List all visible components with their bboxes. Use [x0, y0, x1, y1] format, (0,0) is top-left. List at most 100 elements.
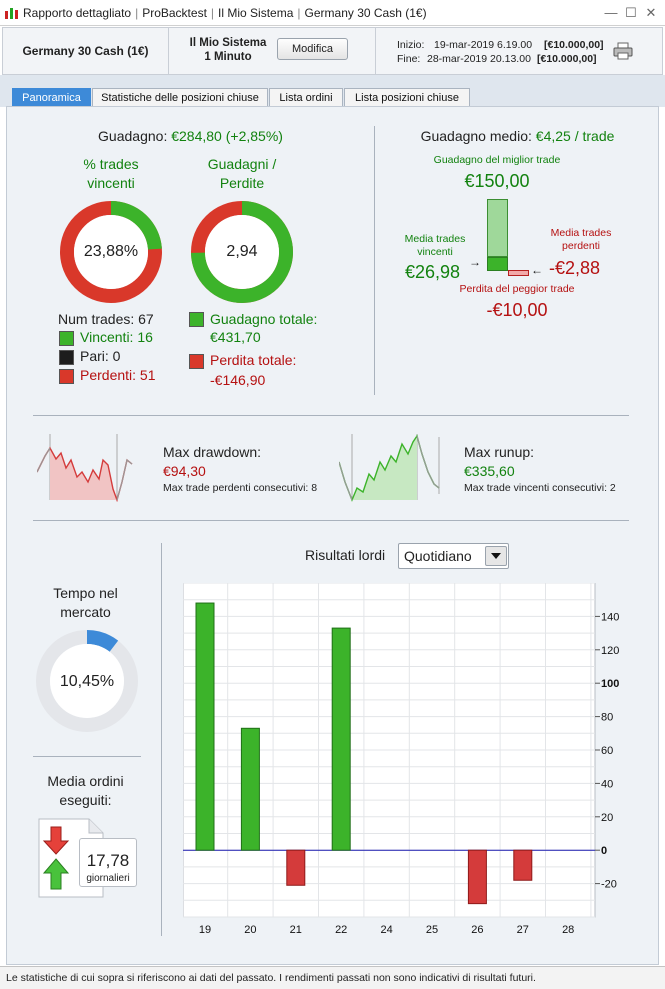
start-capital: [€10.000,00]: [544, 39, 604, 51]
win-pct-donut: [60, 201, 162, 303]
num-trades: Num trades: 67: [58, 311, 154, 327]
total-loss-label: Perdita totale:: [210, 352, 297, 368]
tab-closed-stats[interactable]: Statistiche delle posizioni chiuse: [92, 88, 268, 107]
drawdown-sparkline: [37, 434, 133, 502]
max-winning-streak: Max trade vincenti consecutivi: 2: [464, 482, 616, 494]
panel-divider: [374, 126, 375, 395]
avg-gain-summary: Guadagno medio: €4,25 / trade: [375, 128, 660, 144]
total-gain-swatch: [189, 312, 204, 327]
x-tick-label: 19: [199, 924, 211, 936]
y-tick-label: 40: [601, 778, 613, 790]
overview-panel: Guadagno: €284,80 (+2,85%) % trades vinc…: [6, 106, 659, 965]
start-date: 19-mar-2019 6.19.00: [434, 39, 533, 51]
max-drawdown-value: €94,30: [163, 463, 206, 479]
y-tick-label: 100: [601, 678, 619, 690]
gain-value: €284,80 (+2,85%): [171, 128, 283, 144]
end-date: 28-mar-2019 20.13.00: [427, 53, 531, 65]
report-header: Germany 30 Cash (1€) Il Mio Sistema 1 Mi…: [2, 27, 663, 75]
y-tick-label: 20: [601, 812, 613, 824]
losers-swatch: [59, 369, 74, 384]
total-loss-swatch: [189, 354, 204, 369]
y-tick-label: -20: [601, 879, 617, 891]
avg-orders-box: [79, 838, 137, 887]
time-in-market-title-2: mercato: [60, 604, 111, 620]
best-trade-bar: [487, 199, 508, 257]
win-pct-title-2: vincenti: [87, 175, 135, 191]
tab-overview[interactable]: Panoramica: [12, 88, 91, 107]
y-tick-label: 120: [601, 645, 619, 657]
title-item-instrument: Germany 30 Cash (1€): [304, 5, 427, 20]
winners-swatch: [59, 331, 74, 346]
time-in-market-donut: [36, 630, 138, 732]
avg-win-bar: [487, 257, 508, 271]
total-gain-value: €431,70: [210, 329, 261, 345]
section-separator-1: [33, 415, 629, 416]
printer-icon[interactable]: [613, 42, 633, 60]
winners-count: Vincenti: 16: [80, 329, 153, 345]
x-tick-label: 25: [426, 924, 438, 936]
avg-orders-title-1: Media ordini: [47, 773, 124, 789]
max-runup-value: €335,60: [464, 463, 515, 479]
bar-19: [195, 602, 215, 851]
x-tick-label: 26: [471, 924, 483, 936]
x-tick-label: 22: [335, 924, 347, 936]
avg-loss-value: -€2,88: [549, 258, 601, 278]
x-tick-label: 28: [562, 924, 574, 936]
time-in-market-title-1: Tempo nel: [53, 585, 118, 601]
gain-loss-title-1: Guadagni /: [207, 156, 277, 172]
gain-summary: Guadagno: €284,80 (+2,85%): [7, 128, 374, 144]
avg-win-arrow-icon: →: [469, 255, 481, 269]
title-item-system: Il Mio Sistema: [218, 5, 294, 20]
x-tick-label: 21: [290, 924, 302, 936]
section-separator-2: [33, 520, 629, 521]
gain-label: Guadagno:: [98, 128, 168, 144]
win-pct-win-arc: [60, 201, 162, 303]
bar-27: [513, 849, 533, 881]
edit-button[interactable]: Modifica: [277, 38, 348, 60]
bar-26: [467, 849, 487, 905]
x-tick-label: 20: [244, 924, 256, 936]
title-item-probacktest: ProBacktest: [142, 5, 207, 20]
worst-trade-value: -€10,00: [486, 300, 548, 320]
gain-loss-gain-arc: [191, 201, 293, 303]
chevron-down-icon[interactable]: [485, 546, 507, 566]
results-label: Risultati lordi: [305, 547, 386, 563]
avg-win-value: €26,98: [405, 262, 461, 282]
max-losing-streak: Max trade perdenti consecutivi: 8: [163, 482, 318, 494]
footer-disclaimer: Le statistiche di cui sopra si riferisco…: [0, 966, 665, 989]
best-trade-label: Guadagno del miglior trade: [433, 154, 561, 166]
avg-loss-arrow-icon: ←: [531, 263, 543, 277]
section-separator-3: [33, 756, 141, 757]
bar-22: [331, 627, 351, 851]
maximize-icon[interactable]: ☐: [625, 4, 637, 20]
avg-orders-title-2: eseguiti:: [59, 792, 112, 808]
even-count: Pari: 0: [80, 348, 121, 364]
y-tick-label: 60: [601, 745, 613, 757]
minimize-icon[interactable]: —: [604, 5, 618, 20]
time-in-market-value: 10,45%: [59, 673, 115, 690]
x-tick-label: 24: [380, 924, 392, 936]
runup-sparkline: [339, 434, 440, 502]
end-capital: [€10.000,00]: [537, 53, 597, 65]
avg-loss-label-2: perdenti: [562, 240, 600, 252]
tab-closed-positions[interactable]: Lista posizioni chiuse: [344, 88, 470, 107]
tab-order-list[interactable]: Lista ordini: [269, 88, 343, 107]
total-gain-label: Guadagno totale:: [210, 311, 318, 327]
y-tick-label: 80: [601, 712, 613, 724]
x-tick-label: 27: [517, 924, 529, 936]
results-period-value: Quotidiano: [404, 548, 472, 564]
close-icon[interactable]: ✕: [645, 4, 657, 20]
max-runup-label: Max runup:: [464, 444, 535, 460]
instrument-name: Germany 30 Cash (1€): [3, 28, 169, 74]
results-period-select[interactable]: Quotidiano: [398, 543, 509, 569]
gain-loss-value: 2,94: [226, 243, 258, 260]
start-label: Inizio:: [397, 39, 425, 51]
y-tick-label: 0: [601, 845, 607, 857]
app-icon: [4, 6, 20, 20]
title-item-report: Rapporto dettagliato: [23, 5, 132, 20]
avg-loss-bar: [508, 270, 529, 276]
y-tick-label: 140: [601, 611, 619, 623]
time-in-market-arc: [36, 630, 138, 732]
max-drawdown-label: Max drawdown:: [163, 444, 262, 460]
losers-count: Perdenti: 51: [80, 367, 156, 383]
